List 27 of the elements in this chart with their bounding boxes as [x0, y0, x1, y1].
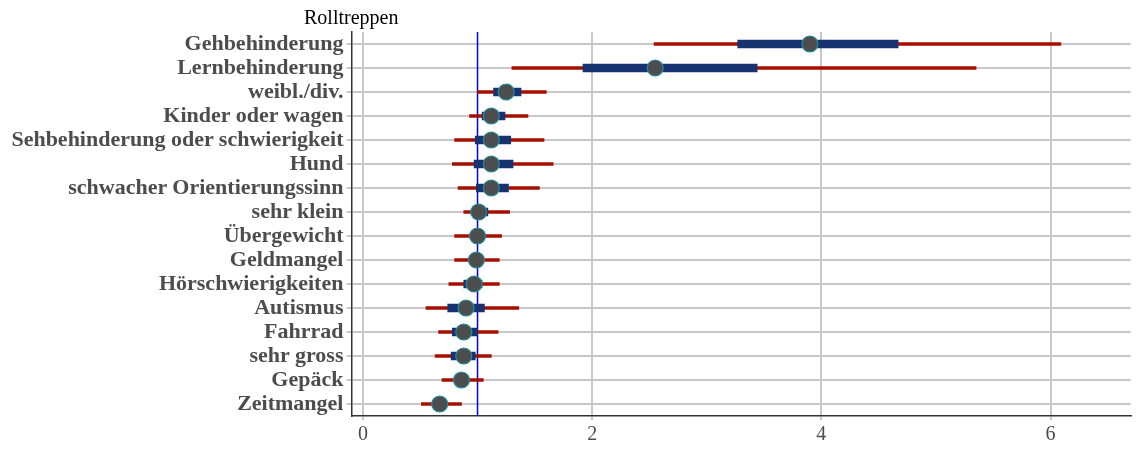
- point: [470, 203, 488, 221]
- point: [431, 395, 449, 413]
- point: [646, 59, 664, 77]
- y-tick-label: Übergewicht: [223, 221, 345, 247]
- y-tick-label: Kinder oder wagen: [163, 101, 344, 127]
- point: [482, 155, 500, 173]
- point: [468, 227, 487, 245]
- y-tick-label: Gehbehinderung: [184, 29, 344, 55]
- point: [457, 299, 475, 317]
- chart-title: Rolltreppen: [304, 6, 399, 29]
- point: [455, 323, 473, 341]
- point: [801, 35, 819, 53]
- point: [497, 83, 515, 101]
- point: [467, 251, 485, 269]
- point: [452, 371, 471, 389]
- point: [482, 179, 500, 197]
- x-tick-label: 2: [587, 422, 598, 445]
- x-tick-label: 0: [357, 422, 368, 445]
- y-tick-label: sehr gross: [249, 341, 344, 367]
- y-tick-label: schwacher Orientierungssinn: [68, 173, 344, 199]
- point: [465, 275, 483, 293]
- point: [482, 107, 500, 125]
- point: [455, 347, 473, 365]
- point: [482, 131, 500, 149]
- x-tick-label: 4: [816, 422, 827, 445]
- y-tick-label: Fahrrad: [264, 317, 344, 343]
- x-tick-label: 6: [1045, 422, 1056, 445]
